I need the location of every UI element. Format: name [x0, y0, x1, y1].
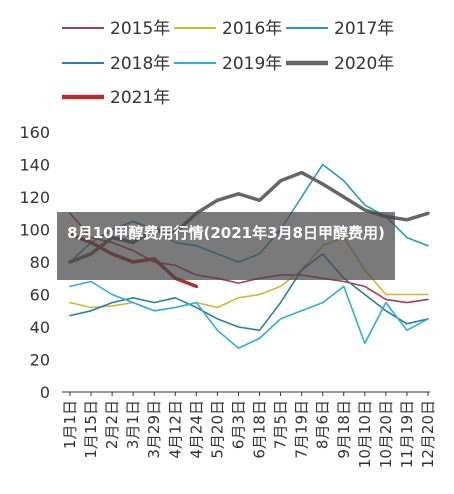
x-tick-label-14: 10月10日 [356, 400, 374, 468]
x-tick-label-3: 3月1日 [124, 400, 142, 449]
overlay-title: 8月10甲醇费用行情(2021年3月8日甲醇费用) [67, 224, 385, 242]
x-tick-label-11: 7月19日 [293, 400, 311, 459]
y-tick-label-1: 20 [30, 351, 50, 370]
legend-label-2: 2017年 [334, 19, 394, 39]
overlay-caption: 8月10甲醇费用行情(2021年3月8日甲醇费用) [57, 212, 395, 280]
legend-label-1: 2016年 [222, 19, 282, 39]
x-tick-label-10: 7月5日 [272, 400, 290, 449]
x-axis: 1月1日 1月15日 2月2日 3月1日 3月29日 4月12日 4月24日 5月20日 6月3… [61, 391, 437, 468]
series-line-3 [69, 253, 429, 332]
x-tick-label-12: 8月6日 [314, 400, 332, 449]
legend-label-5: 2020年 [334, 54, 394, 74]
y-tick-label-0: 0 [40, 383, 50, 402]
y-tick-label-4: 80 [30, 253, 50, 272]
legend-label-3: 2018年 [110, 54, 170, 74]
legend-label-6: 2021年 [110, 88, 170, 108]
y-tick-label-6: 120 [19, 188, 50, 207]
y-tick-label-3: 60 [30, 286, 50, 305]
series-line-4 [69, 280, 429, 349]
x-tick-label-0: 1月1日 [61, 400, 79, 449]
x-tick-label-15: 10月20日 [377, 400, 395, 468]
legend: 2015年 2016年 2017年 2018年 2019年 2020年 2021年 [62, 19, 394, 108]
x-tick-label-5: 4月12日 [166, 400, 184, 459]
x-tick-label-2: 2月2日 [103, 400, 121, 449]
legend-label-0: 2015年 [110, 19, 170, 39]
x-tick-label-17: 12月20日 [419, 400, 437, 468]
y-tick-label-2: 40 [30, 318, 50, 337]
x-tick-label-16: 11月19日 [398, 400, 416, 468]
y-tick-label-8: 160 [19, 123, 50, 142]
x-tick-label-7: 5月20日 [208, 400, 226, 459]
x-tick-label-1: 1月15日 [82, 400, 100, 459]
y-tick-label-7: 140 [19, 156, 50, 175]
x-tick-label-13: 9月18日 [335, 400, 353, 459]
x-tick-label-8: 6月3日 [229, 400, 247, 449]
x-tick-label-4: 3月29日 [145, 400, 163, 459]
y-axis: 0 20 40 60 80 100 120 140 160 [19, 123, 50, 402]
y-tick-label-5: 100 [19, 221, 50, 240]
x-tick-label-9: 6月18日 [251, 400, 269, 459]
x-tick-label-6: 4月24日 [187, 400, 205, 459]
legend-label-4: 2019年 [222, 54, 282, 74]
